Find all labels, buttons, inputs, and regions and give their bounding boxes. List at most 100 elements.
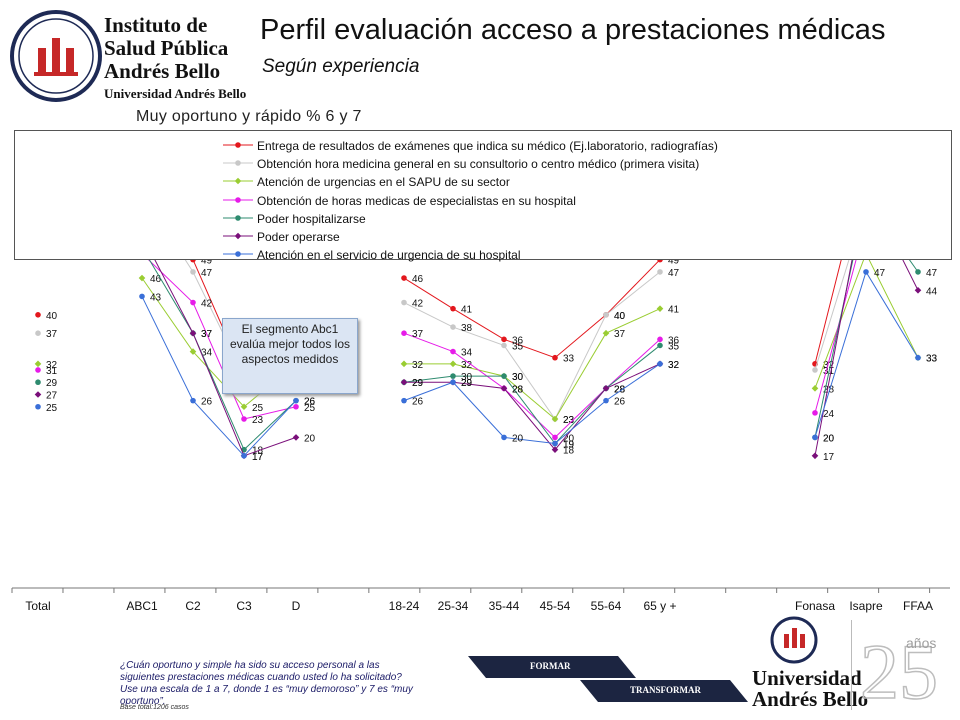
data-point — [811, 452, 819, 460]
data-point — [35, 312, 41, 318]
data-label: 28 — [614, 384, 626, 395]
page-subtitle: Según experiencia — [262, 56, 420, 77]
data-label: 41 — [461, 305, 473, 316]
data-point — [552, 434, 558, 441]
data-point — [241, 446, 247, 453]
data-point — [657, 269, 663, 275]
university-logo — [770, 616, 818, 664]
data-label: 37 — [201, 329, 213, 340]
legend-swatch — [223, 232, 253, 240]
data-label: 42 — [412, 299, 424, 310]
logo-line-2: Salud Pública — [104, 36, 229, 60]
x-tick-label: D — [292, 599, 301, 613]
data-point — [190, 397, 196, 404]
data-label: 28 — [823, 384, 835, 395]
data-label: 41 — [668, 305, 680, 316]
data-label: 43 — [150, 292, 162, 303]
legend-marker — [235, 214, 241, 221]
data-point — [35, 330, 41, 336]
data-point — [34, 391, 42, 398]
annotation-note: El segmento Abc1 evalúa mejor todos los … — [222, 318, 358, 394]
data-label: 46 — [412, 274, 424, 285]
series-line — [814, 260, 842, 364]
data-label: 38 — [461, 323, 473, 334]
x-tick-label: FFAA — [903, 599, 933, 613]
data-label: 50 — [926, 260, 938, 261]
data-label: 24 — [823, 409, 835, 420]
institute-name: Instituto de Salud Pública Andrés Bello — [104, 14, 228, 83]
data-label: 29 — [412, 378, 424, 389]
legend-marker — [235, 142, 241, 148]
data-label: 29 — [46, 378, 58, 389]
data-label: 33 — [926, 354, 938, 365]
x-tick-label: ABC1 — [126, 599, 158, 613]
ribbon-transformar-shape — [580, 680, 748, 702]
x-tick-label: Total — [25, 599, 50, 613]
data-label: 44 — [926, 286, 938, 297]
data-point — [35, 379, 41, 386]
data-point — [603, 312, 609, 318]
footer-university-line-2: Andrés Bello — [752, 687, 869, 711]
data-point — [401, 275, 407, 281]
data-label: 28 — [512, 384, 524, 395]
data-point — [401, 299, 407, 306]
line-chart: Total ABC1 C2 C3 D 18-24 25-34 35-44 45-54 55-64 6… — [11, 260, 950, 613]
legend-label: Obtención hora medicina general en su co… — [257, 157, 700, 172]
legend-swatch — [223, 142, 253, 148]
data-label: 50 — [874, 260, 886, 261]
data-point — [811, 385, 819, 392]
legend-marker — [235, 196, 241, 203]
data-point — [449, 360, 457, 368]
chart-legend: Entrega de resultados de exámenes que in… — [14, 130, 952, 263]
series-line — [403, 332, 661, 439]
legend-swatch — [223, 251, 253, 257]
metric-label: Muy oportuno y rápido % 6 y 7 — [136, 108, 362, 125]
data-point — [190, 299, 196, 306]
data-point — [35, 367, 41, 373]
data-label: 32 — [668, 360, 680, 371]
survey-question: ¿Cuán oportuno y simple ha sido su acces… — [120, 660, 413, 707]
data-point — [34, 360, 42, 368]
series-line — [814, 260, 857, 414]
data-point — [552, 440, 558, 447]
series-line — [403, 363, 661, 445]
data-point — [602, 329, 610, 337]
data-label: 34 — [201, 348, 213, 359]
anniversary-anios: años — [906, 635, 936, 651]
legend-label: Atención en el servicio de urgencia de s… — [257, 248, 521, 263]
data-point — [501, 373, 507, 379]
series-line — [148, 260, 297, 451]
data-label: 26 — [304, 397, 316, 408]
data-point — [401, 330, 407, 336]
x-tick-label: C2 — [185, 599, 201, 613]
series-line — [814, 260, 919, 438]
footer-university-line-1: Universidad — [752, 666, 862, 690]
x-tick-label: 45-54 — [540, 599, 571, 613]
data-point — [292, 434, 300, 441]
legend-swatch — [223, 160, 253, 166]
data-label: 26 — [412, 397, 424, 408]
ribbon-formar-label: FORMAR — [530, 661, 571, 671]
data-point — [915, 269, 921, 275]
data-point — [139, 293, 145, 300]
data-label: 23 — [563, 415, 575, 426]
data-point — [240, 403, 248, 411]
data-label: 26 — [614, 397, 626, 408]
ribbon-transformar-label: TRANSFORMAR — [630, 685, 701, 695]
data-label: 34 — [461, 348, 473, 359]
data-label: 29 — [461, 378, 473, 389]
data-label: 47 — [926, 268, 938, 279]
data-label: 49 — [201, 260, 213, 267]
series-line — [814, 260, 919, 456]
data-point — [400, 378, 408, 386]
data-point — [401, 397, 407, 404]
data-label: 20 — [823, 433, 835, 444]
data-point — [657, 342, 663, 349]
series-line — [141, 296, 297, 457]
data-label: 32 — [668, 360, 680, 371]
data-point — [657, 361, 663, 367]
legend-label: Poder operarse — [257, 230, 340, 244]
data-label: 36 — [512, 335, 524, 346]
data-point — [450, 305, 456, 312]
data-point — [657, 260, 663, 263]
